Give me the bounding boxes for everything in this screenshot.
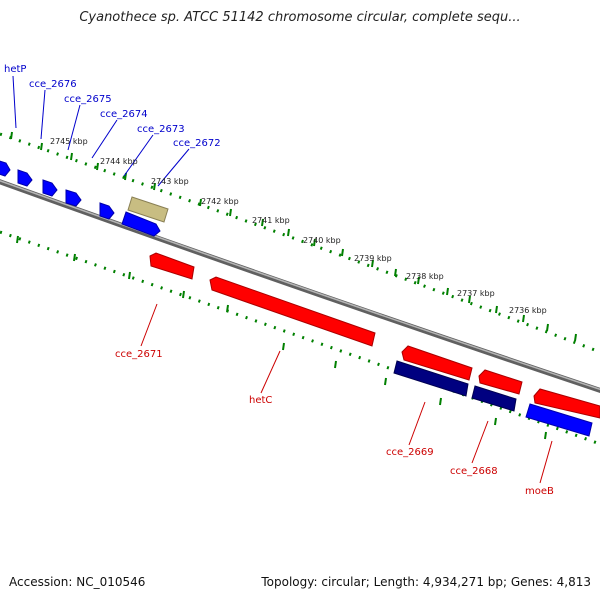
major-tick <box>417 276 420 285</box>
tick-label: 2737 kbp <box>457 289 495 298</box>
gene-features <box>0 160 600 437</box>
leader-cce-2676 <box>40 89 46 140</box>
leader-cce-2674 <box>91 119 118 159</box>
leader-cce-2669 <box>408 401 426 446</box>
major-tick <box>229 208 232 217</box>
label-leader-lines <box>12 75 553 484</box>
gene-label-cce-2673[interactable]: cce_2673 <box>137 124 185 135</box>
major-tick <box>313 238 316 247</box>
major-tick <box>96 162 99 171</box>
backbone-line <box>0 179 600 393</box>
leader-hetP <box>12 75 17 129</box>
major-tick <box>495 305 498 314</box>
tick-label: 2744 kbp <box>100 157 138 166</box>
gene-labels: hetP cce_2676 cce_2675 cce_2674 cce_2673… <box>4 64 554 497</box>
major-tick <box>16 235 19 244</box>
backbone-highlight <box>0 180 600 391</box>
major-tick <box>128 271 131 280</box>
gene-label-cce-2672[interactable]: cce_2672 <box>173 138 221 149</box>
gene-label-cce-2674[interactable]: cce_2674 <box>100 109 148 120</box>
major-tick <box>73 253 76 262</box>
major-tick <box>153 182 156 191</box>
leader-cce-2671 <box>140 303 158 347</box>
tick-marks <box>0 131 600 446</box>
gene-cce-2675 <box>42 179 58 197</box>
major-tick <box>371 259 374 268</box>
leader-cce-2672 <box>157 148 190 187</box>
major-tick <box>10 131 13 140</box>
tick-label: 2738 kbp <box>406 272 444 281</box>
gene-label-cce-2669[interactable]: cce_2669 <box>386 447 434 458</box>
leader-cce-2673 <box>123 134 154 177</box>
major-tick <box>70 152 73 161</box>
tick-label: 2743 kbp <box>151 177 189 186</box>
major-tick <box>394 268 397 277</box>
leader-cce-2668 <box>471 420 489 464</box>
gene-cce-2671 <box>149 252 195 280</box>
major-tick <box>261 218 264 227</box>
gene-moeB-fwd <box>525 403 593 437</box>
tick-label: 2736 kbp <box>509 306 547 315</box>
major-tick <box>574 333 577 342</box>
gene-label-cce-2671[interactable]: cce_2671 <box>115 349 163 360</box>
gene-cce-2669 <box>401 345 473 381</box>
leader-hetC <box>260 350 281 394</box>
inner-tick-track <box>0 230 600 446</box>
major-tick <box>334 360 337 369</box>
tick-label: 2740 kbp <box>303 236 341 245</box>
major-tick <box>226 304 229 313</box>
backbone-line <box>0 179 600 393</box>
major-tick <box>468 295 471 304</box>
accession-text: Accession: NC_010546 <box>9 575 146 589</box>
gene-cce-2672 <box>121 211 161 237</box>
gene-moeB <box>533 388 600 419</box>
major-tick <box>199 198 202 207</box>
gene-label-cce-2675[interactable]: cce_2675 <box>64 94 112 105</box>
tick-label: 2739 kbp <box>354 254 392 263</box>
major-tick <box>40 142 43 151</box>
gene-cce-2668-fwd <box>471 385 517 412</box>
gene-label-cce-2676[interactable]: cce_2676 <box>29 79 77 90</box>
major-tick <box>287 228 290 237</box>
tick-label: 2742 kbp <box>201 197 239 206</box>
major-tick <box>446 287 449 296</box>
gene-cce-2676 <box>17 169 33 187</box>
gene-hetP <box>0 160 11 177</box>
major-tick <box>282 342 285 351</box>
major-tick <box>494 417 497 426</box>
major-tick <box>439 397 442 406</box>
major-tick <box>546 323 549 332</box>
gene-cce-2668 <box>478 369 523 395</box>
leader-cce-2675 <box>67 104 81 151</box>
tick-label: 2745 kbp <box>50 137 88 146</box>
major-tick <box>522 314 525 323</box>
tick-label: 2741 kbp <box>252 216 290 225</box>
tick-labels: 2745 kbp 2744 kbp 2743 kbp 2742 kbp 2741… <box>50 137 547 315</box>
gene-label-hetC[interactable]: hetC <box>249 395 272 406</box>
major-tick <box>544 431 547 440</box>
major-tick <box>384 377 387 386</box>
gene-hetC <box>209 276 376 347</box>
map-title: Cyanothece sp. ATCC 51142 chromosome cir… <box>79 10 521 25</box>
gene-cce-2673-fwd <box>99 202 115 220</box>
gene-cce-2673 <box>127 196 169 223</box>
gene-label-hetP[interactable]: hetP <box>4 64 26 75</box>
gene-cce-2674 <box>65 189 82 207</box>
gene-label-cce-2668[interactable]: cce_2668 <box>450 466 498 477</box>
major-tick <box>182 290 185 299</box>
major-tick <box>341 248 344 257</box>
gene-cce-2669-fwd <box>393 360 469 397</box>
leader-moeB <box>539 440 553 484</box>
gene-label-moeB[interactable]: moeB <box>525 486 554 497</box>
topology-text: Topology: circular; Length: 4,934,271 bp… <box>261 575 591 589</box>
